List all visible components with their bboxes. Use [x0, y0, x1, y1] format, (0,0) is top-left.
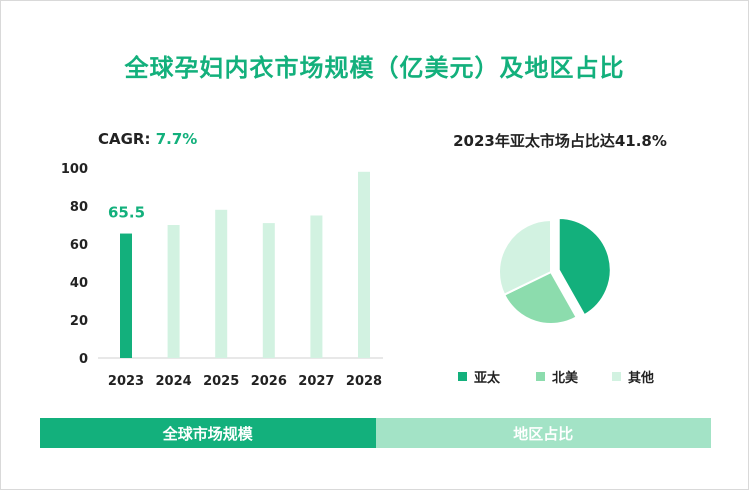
- bar-2025: [215, 209, 228, 358]
- pie-title: 2023年亚太市场占比达41.8%: [453, 132, 667, 150]
- y-tick-label: 100: [61, 162, 88, 177]
- section-tabs: 全球市场规模 地区占比: [40, 418, 711, 448]
- x-tick-label: 2027: [298, 374, 334, 389]
- cagr-value: 7.7%: [155, 130, 198, 148]
- legend-swatch: [536, 372, 545, 381]
- x-tick-label: 2026: [251, 374, 287, 389]
- y-tick-label: 60: [70, 238, 88, 253]
- pie-slice-0: [557, 216, 612, 317]
- x-tick-label: 2023: [108, 374, 144, 389]
- legend-item: 其他: [612, 367, 654, 386]
- pie-slice-2: [498, 218, 552, 297]
- legend-label: 北美: [552, 371, 579, 386]
- x-tick-label: 2028: [346, 374, 382, 389]
- legend-item: 北美: [536, 367, 578, 386]
- bar-2028: [358, 171, 370, 358]
- x-tick-label: 2024: [156, 374, 192, 389]
- legend-swatch: [612, 372, 621, 381]
- tab-market-size[interactable]: 全球市场规模: [40, 418, 376, 448]
- bar-2026: [262, 223, 275, 358]
- y-tick-label: 40: [70, 276, 88, 291]
- bar-2027: [310, 215, 323, 358]
- y-tick-label: 80: [70, 200, 88, 215]
- y-tick-label: 0: [79, 352, 88, 367]
- bar-2023: [120, 233, 132, 358]
- page-title: 全球孕妇内衣市场规模（亿美元）及地区占比: [124, 54, 625, 82]
- x-tick-label: 2025: [203, 374, 239, 389]
- cagr-label-text: CAGR:: [98, 130, 151, 148]
- pie-legend: 亚太 北美 其他: [0, 367, 749, 387]
- y-tick-label: 20: [70, 314, 88, 329]
- data-label: 65.5: [108, 204, 145, 222]
- cagr-label: CAGR: 7.7%: [98, 130, 197, 148]
- pie-slice-1: [502, 270, 578, 325]
- legend-label: 其他: [628, 371, 655, 386]
- legend-swatch: [458, 372, 467, 381]
- tab-region-share[interactable]: 地区占比: [375, 418, 711, 448]
- legend-label: 亚太: [474, 371, 501, 386]
- bar-2024: [167, 225, 180, 358]
- legend-item: 亚太: [458, 367, 500, 386]
